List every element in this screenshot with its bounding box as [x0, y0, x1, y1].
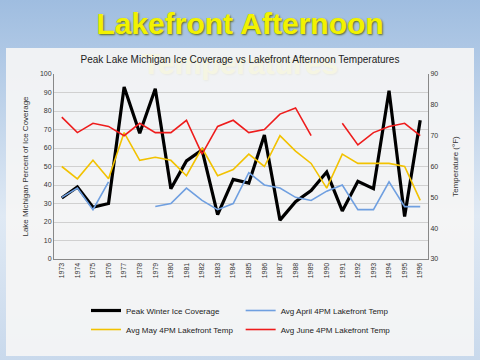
- svg-text:60: 60: [44, 144, 52, 151]
- svg-text:60: 60: [430, 163, 438, 170]
- svg-text:1973: 1973: [58, 263, 65, 279]
- svg-text:90: 90: [44, 89, 52, 96]
- svg-text:1981: 1981: [183, 263, 190, 279]
- svg-text:80: 80: [430, 101, 438, 108]
- svg-text:Avg May 4PM Lakefront Temp: Avg May 4PM Lakefront Temp: [126, 326, 233, 335]
- svg-text:0: 0: [48, 255, 52, 262]
- svg-text:1987: 1987: [276, 263, 283, 279]
- svg-text:1975: 1975: [89, 263, 96, 279]
- svg-text:30: 30: [430, 255, 438, 262]
- svg-text:70: 70: [44, 126, 52, 133]
- svg-text:30: 30: [44, 200, 52, 207]
- svg-text:1992: 1992: [354, 263, 361, 279]
- svg-text:70: 70: [430, 132, 438, 139]
- svg-text:50: 50: [430, 194, 438, 201]
- svg-text:1984: 1984: [229, 263, 236, 279]
- svg-text:Avg June 4PM Lakefront Temp: Avg June 4PM Lakefront Temp: [281, 326, 391, 335]
- svg-text:1990: 1990: [323, 263, 330, 279]
- svg-text:1994: 1994: [385, 263, 392, 279]
- svg-text:1982: 1982: [198, 263, 205, 279]
- svg-text:20: 20: [44, 218, 52, 225]
- svg-text:10: 10: [44, 237, 52, 244]
- svg-text:1989: 1989: [307, 263, 314, 279]
- svg-text:80: 80: [44, 107, 52, 114]
- svg-text:1977: 1977: [120, 263, 127, 279]
- svg-text:1974: 1974: [74, 263, 81, 279]
- svg-text:1983: 1983: [214, 263, 221, 279]
- svg-text:Peak Lake Michigan Ice Coverag: Peak Lake Michigan Ice Coverage vs Lakef…: [81, 54, 400, 65]
- svg-text:1978: 1978: [136, 263, 143, 279]
- svg-text:90: 90: [430, 70, 438, 77]
- svg-text:40: 40: [44, 181, 52, 188]
- svg-text:Avg April 4PM Lakefront Temp: Avg April 4PM Lakefront Temp: [281, 307, 389, 316]
- svg-text:Peak Winter Ice Coverage: Peak Winter Ice Coverage: [126, 307, 220, 316]
- svg-text:1986: 1986: [261, 263, 268, 279]
- svg-text:40: 40: [430, 225, 438, 232]
- svg-text:1980: 1980: [167, 263, 174, 279]
- svg-text:100: 100: [40, 70, 52, 77]
- svg-text:1979: 1979: [152, 263, 159, 279]
- svg-text:1995: 1995: [401, 263, 408, 279]
- svg-text:50: 50: [44, 163, 52, 170]
- svg-text:Lake Michigan Percent of Ice C: Lake Michigan Percent of Ice Coverage: [21, 96, 30, 237]
- svg-text:1993: 1993: [370, 263, 377, 279]
- svg-text:1996: 1996: [416, 263, 423, 279]
- svg-text:1988: 1988: [292, 263, 299, 279]
- svg-text:1991: 1991: [339, 263, 346, 279]
- svg-text:1985: 1985: [245, 263, 252, 279]
- svg-text:Temperature (°F): Temperature (°F): [451, 136, 460, 197]
- svg-text:1976: 1976: [105, 263, 112, 279]
